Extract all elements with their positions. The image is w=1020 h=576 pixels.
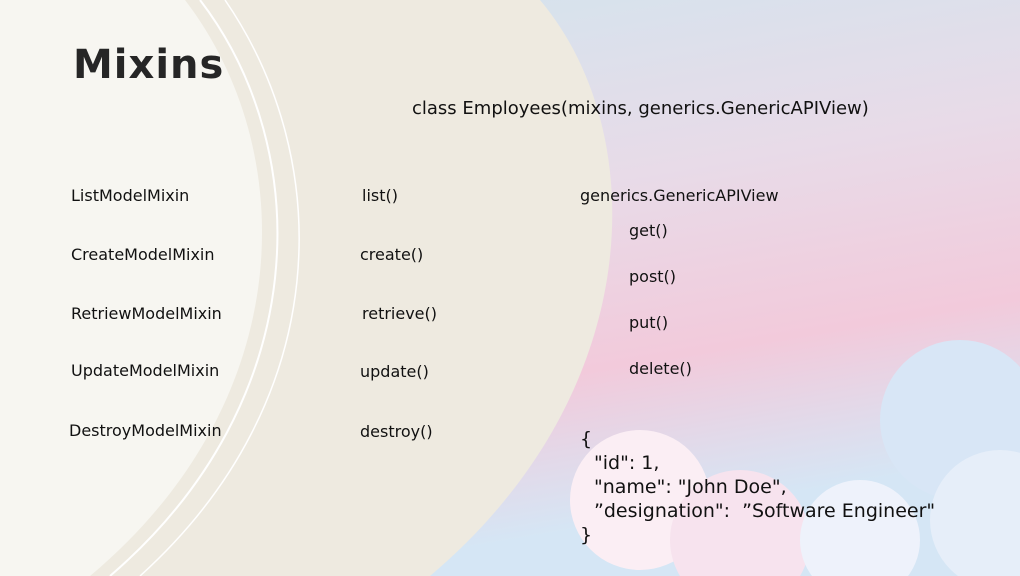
class-line: class Employees(mixins, generics.Generic… xyxy=(412,98,869,119)
http-method: delete() xyxy=(629,359,692,378)
method: list() xyxy=(362,186,398,205)
json-line: } xyxy=(580,524,593,546)
slide-title: Mixins xyxy=(73,42,225,88)
mixin: CreateModelMixin xyxy=(71,245,215,264)
json-line: { xyxy=(580,428,593,450)
generic-view: generics.GenericAPIView xyxy=(580,186,779,205)
json-line: ”designation": ”Software Engineer" xyxy=(594,500,936,522)
method: retrieve() xyxy=(362,304,438,323)
mixin: ListModelMixin xyxy=(71,186,190,205)
method: update() xyxy=(360,362,429,381)
mixin: DestroyModelMixin xyxy=(69,421,222,440)
http-method: get() xyxy=(629,221,668,240)
http-method: post() xyxy=(629,267,677,286)
http-method: put() xyxy=(629,313,669,332)
method: create() xyxy=(360,245,424,264)
method: destroy() xyxy=(360,422,433,441)
json-line: "name": "John Doe", xyxy=(594,476,787,498)
mixin: RetriewModelMixin xyxy=(71,304,222,323)
json-line: "id": 1, xyxy=(594,452,660,474)
mixin: UpdateModelMixin xyxy=(71,361,220,380)
